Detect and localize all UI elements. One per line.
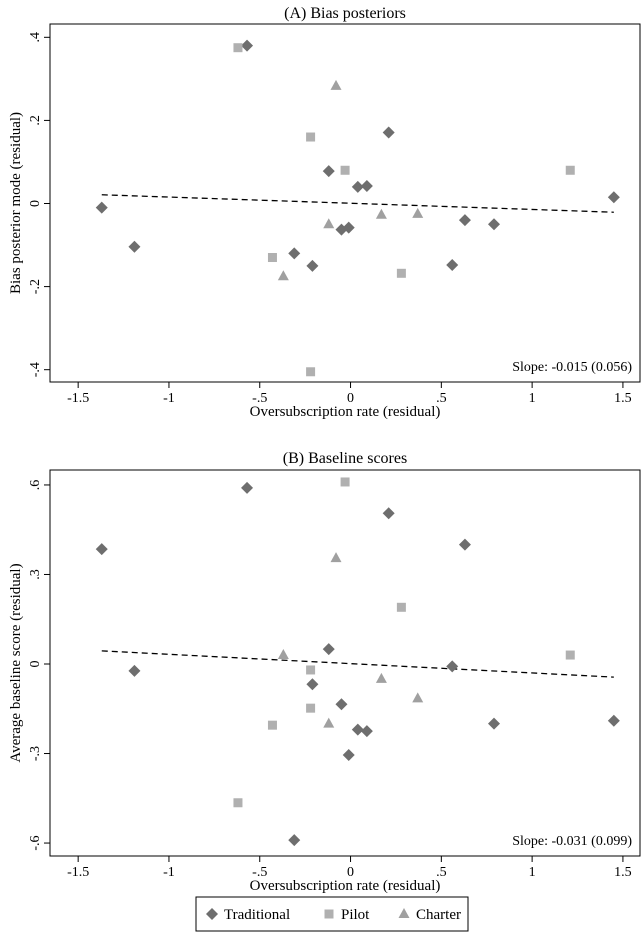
y-tick-label: -.4 <box>28 362 43 377</box>
traditional-point <box>607 714 620 727</box>
pilot-point <box>267 253 277 263</box>
traditional-point <box>487 218 500 231</box>
pilot-point <box>267 720 277 730</box>
x-tick-label: 0 <box>347 865 354 880</box>
charter-point <box>330 552 342 563</box>
traditional-point <box>351 723 364 736</box>
traditional-point <box>95 201 108 214</box>
x-tick-label: -1 <box>163 865 175 880</box>
y-tick-label: .4 <box>28 32 43 43</box>
charter-point <box>375 208 387 219</box>
x-tick-label: .5 <box>436 391 447 406</box>
pilot-point <box>396 268 406 278</box>
pilot-point <box>340 477 350 487</box>
plot-frame <box>49 469 641 857</box>
x-tick-label: -.5 <box>252 865 267 880</box>
pilot-point <box>306 703 316 713</box>
traditional-point <box>458 214 471 227</box>
y-tick-label: -.6 <box>28 835 43 850</box>
traditional-legend-marker <box>206 908 218 920</box>
pilot-point <box>233 43 243 53</box>
x-tick-label: 1.5 <box>614 391 632 406</box>
pilot-point <box>565 165 575 175</box>
traditional-point <box>487 717 500 730</box>
traditional-point <box>241 481 254 494</box>
y-tick-label: .3 <box>28 569 43 580</box>
traditional-point <box>360 725 373 738</box>
traditional-point <box>382 126 395 139</box>
fit-line <box>101 194 614 213</box>
legend-label: Charter <box>416 907 461 923</box>
slope-annotation: Slope: -0.015 (0.056) <box>512 360 632 375</box>
x-tick-label: -1 <box>163 391 175 406</box>
y-tick-label: .6 <box>28 480 43 491</box>
x-axis-label: Oversubscription rate (residual) <box>250 404 441 420</box>
pilot-point <box>396 602 406 612</box>
charter-point <box>323 218 335 229</box>
y-tick-label: -.3 <box>28 746 43 761</box>
panel-a: (A) Bias posteriors -1.5 -1 -.5 0 .5 1 1.5 .4 .2 0… <box>8 5 641 420</box>
traditional-point <box>607 191 620 204</box>
pilot-point <box>306 132 316 142</box>
charter-legend-marker <box>398 908 410 918</box>
traditional-point <box>288 834 301 847</box>
traditional-point <box>306 259 319 272</box>
chart-title: (A) Bias posteriors <box>284 5 406 22</box>
charter-point <box>412 207 424 218</box>
legend: Traditional Pilot Charter <box>195 896 469 932</box>
pilot-point <box>306 367 316 377</box>
x-tick-label: -1.5 <box>67 391 89 406</box>
x-axis-label: Oversubscription rate (residual) <box>250 878 441 894</box>
traditional-point <box>446 660 459 673</box>
traditional-point <box>382 507 395 520</box>
y-tick-label: 0 <box>28 661 43 668</box>
panel-b: (B) Baseline scores -1.5 -1 -.5 0 .5 1 1.5 .6 .3 0… <box>8 450 641 894</box>
charter-point <box>277 270 289 281</box>
legend-label: Traditional <box>224 907 290 923</box>
traditional-point <box>322 165 335 178</box>
fit-line <box>101 650 614 678</box>
x-tick-label: -1.5 <box>67 865 89 880</box>
legend-label: Pilot <box>341 907 370 923</box>
traditional-point <box>322 643 335 656</box>
x-tick-label: -.5 <box>252 391 267 406</box>
traditional-point <box>335 698 348 711</box>
traditional-point <box>241 39 254 52</box>
pilot-point <box>565 650 575 660</box>
pilot-point <box>340 165 350 175</box>
y-tick-label: 0 <box>28 200 43 207</box>
y-axis-label: Average baseline score (residual) <box>8 563 24 762</box>
pilot-point <box>306 665 316 675</box>
x-tick-label: 1.5 <box>614 865 632 880</box>
traditional-point <box>458 538 471 551</box>
traditional-point <box>360 180 373 193</box>
chart-title: (B) Baseline scores <box>283 450 407 467</box>
traditional-point <box>446 258 459 271</box>
x-tick-label: 1 <box>529 865 536 880</box>
x-tick-label: 1 <box>529 391 536 406</box>
traditional-point <box>342 221 355 234</box>
charter-point <box>375 672 387 683</box>
traditional-point <box>128 240 141 253</box>
traditional-point <box>128 664 141 677</box>
y-axis-label: Bias posterior mode (residual) <box>8 112 24 294</box>
traditional-point <box>342 749 355 762</box>
traditional-point <box>351 180 364 193</box>
traditional-point <box>306 678 319 691</box>
charter-point <box>412 692 424 703</box>
traditional-point <box>288 247 301 260</box>
charter-point <box>323 717 335 728</box>
x-tick-label: .5 <box>436 865 447 880</box>
pilot-legend-marker <box>324 909 334 919</box>
y-tick-label: -.2 <box>28 279 43 294</box>
charter-point <box>330 79 342 90</box>
x-tick-label: 0 <box>347 391 354 406</box>
pilot-point <box>233 798 243 808</box>
slope-annotation: Slope: -0.031 (0.099) <box>512 834 632 849</box>
charter-point <box>277 649 289 660</box>
traditional-point <box>95 543 108 556</box>
y-tick-label: .2 <box>28 115 43 126</box>
